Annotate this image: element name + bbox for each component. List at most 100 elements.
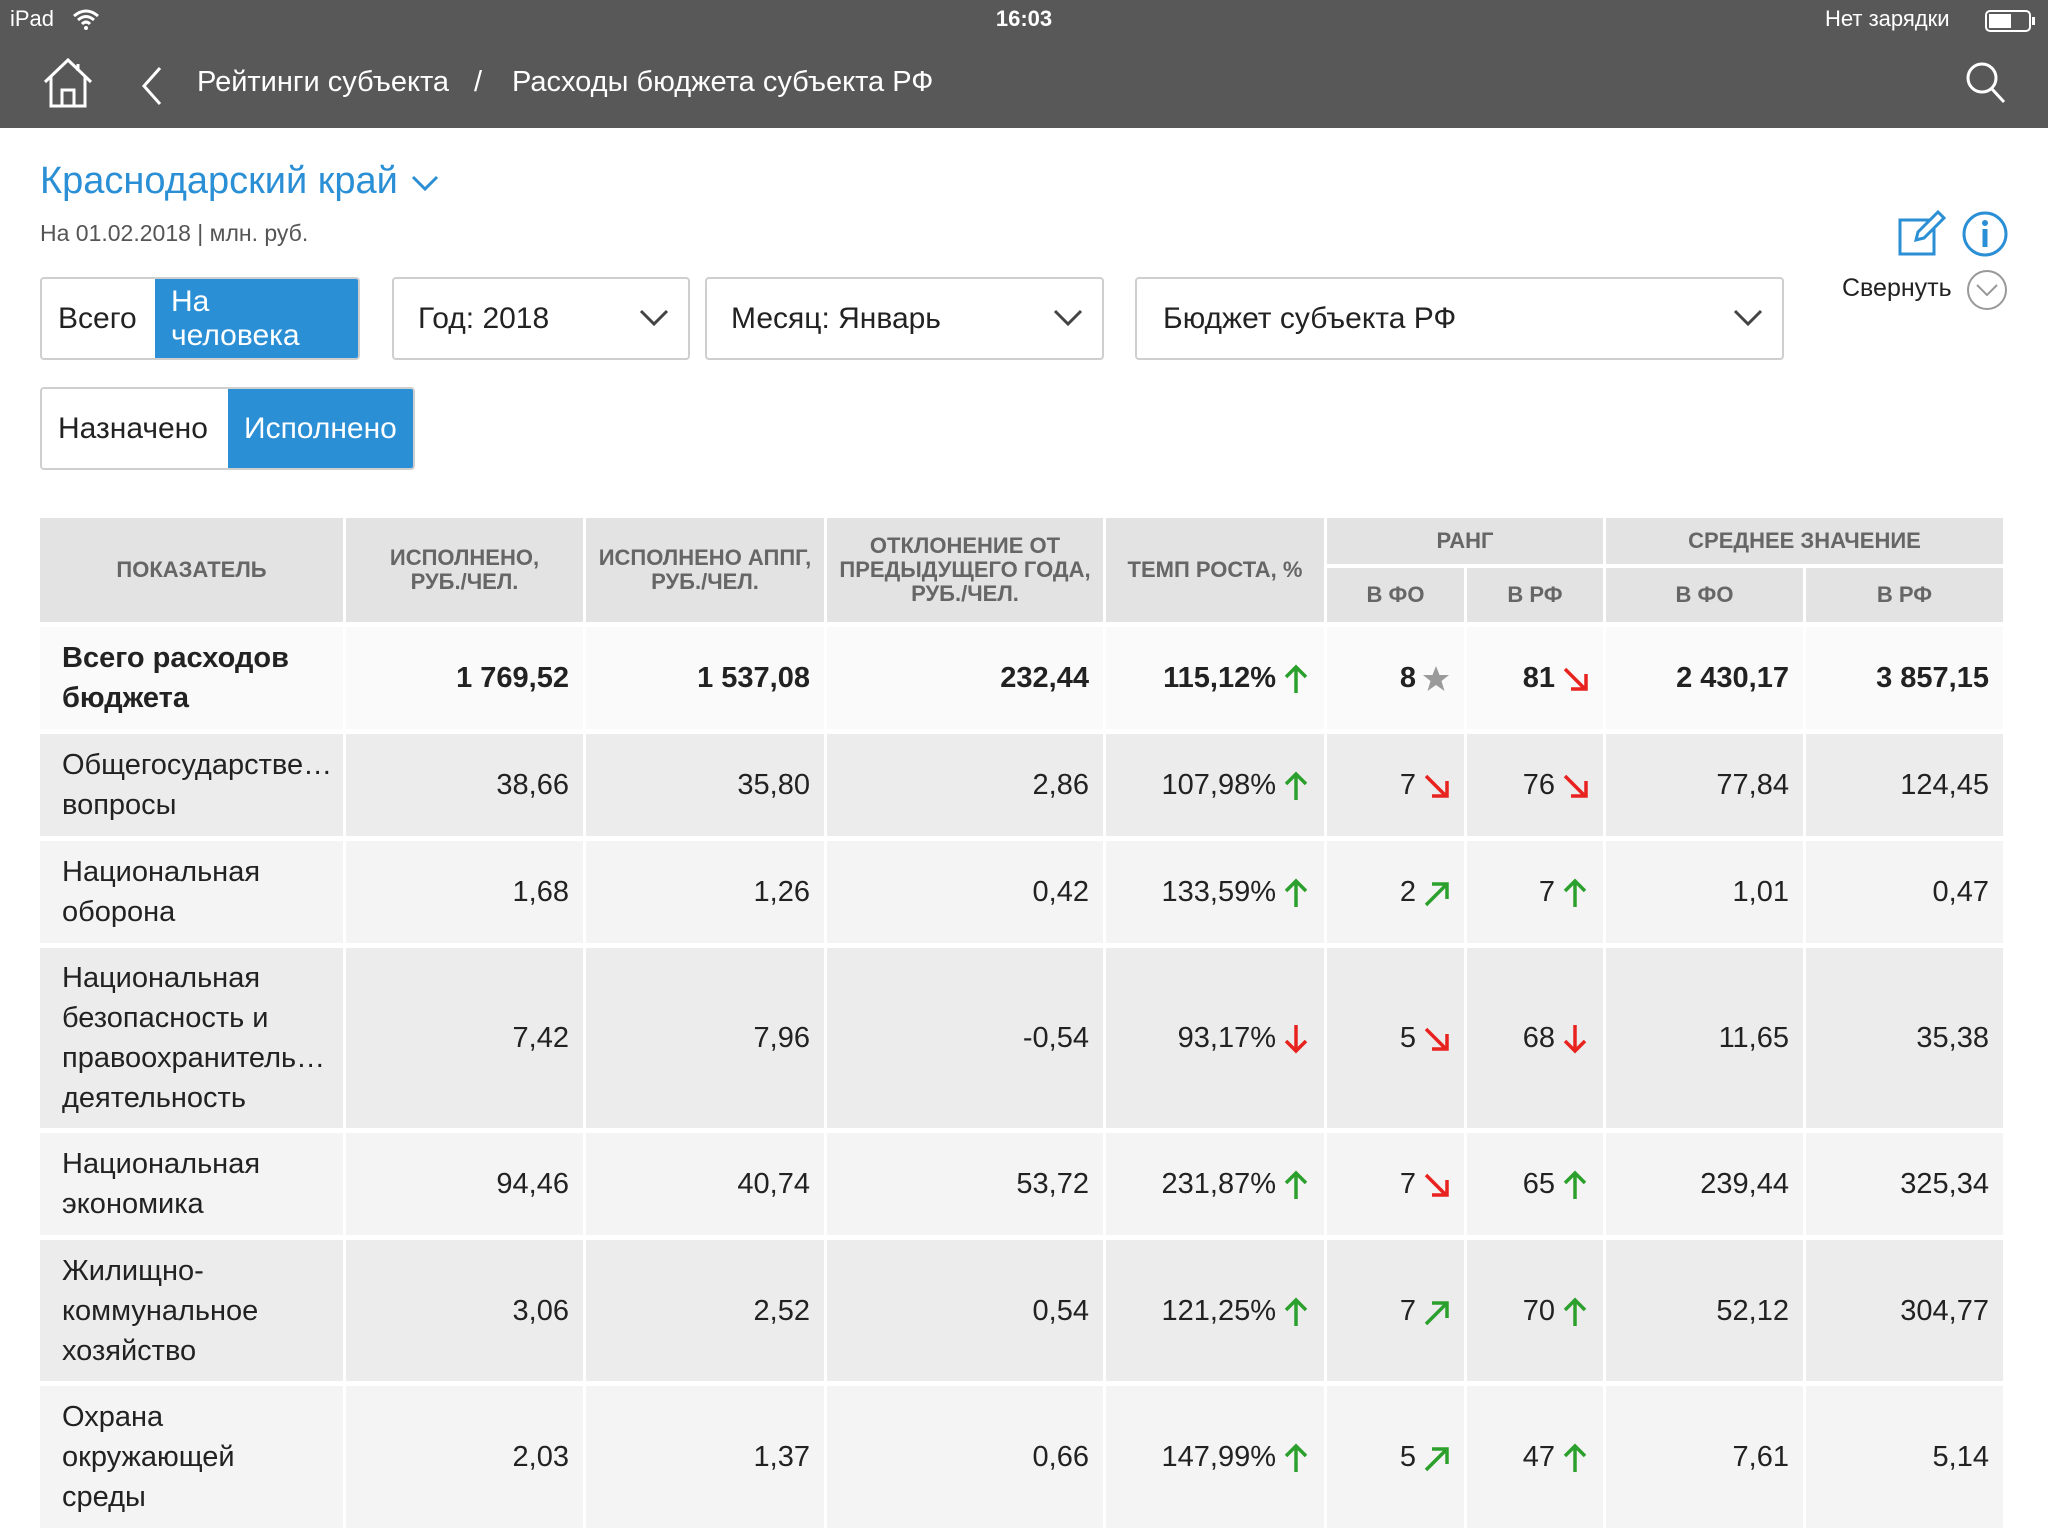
trend-arrow <box>1563 668 1588 692</box>
search-button[interactable] <box>1964 60 2008 108</box>
cell: 68 <box>1467 948 1606 1133</box>
row-label: Национальная оборона <box>40 841 346 948</box>
cell: 7 <box>1327 1133 1467 1240</box>
toggle-option[interactable]: Исполнено <box>228 389 413 468</box>
cell-text: 107,98% <box>1161 769 1277 801</box>
trend-arrow <box>1424 882 1449 907</box>
icon-shape <box>1423 666 1449 692</box>
cell: 115,12% <box>1106 627 1327 734</box>
status-bar: iPad 16:03 Нет зарядки <box>0 0 2048 40</box>
cell: 35,38 <box>1806 948 2006 1133</box>
cell-text: 1 769,52 <box>456 662 569 694</box>
toggle-option[interactable]: Всего <box>58 301 137 335</box>
icon-shape <box>1563 1025 1587 1054</box>
cell-text: 115,12% <box>1163 662 1276 694</box>
sub-header: В РФ <box>1806 567 2006 627</box>
cell: 7,61 <box>1606 1386 1806 1533</box>
cell-text: 7 <box>1399 769 1416 801</box>
dropdown[interactable]: Год: 2018 <box>392 277 690 360</box>
cell-text: 7,61 <box>1732 1441 1789 1473</box>
cell: 1 537,08 <box>586 627 827 734</box>
column-header: ОТКЛОНЕНИЕ ОТ ПРЕДЫДУЩЕГО ГОДА, РУБ./ЧЕЛ… <box>827 518 1106 627</box>
plan-toggle: Назначено Исполнено <box>40 387 415 470</box>
cell-text: 81 <box>1522 662 1555 694</box>
header-row: ПОКАЗАТЕЛЬ ИСПОЛНЕНО, РУБ./ЧЕЛ. ИСПОЛНЕНО … <box>40 518 2006 627</box>
cell: 1,26 <box>586 841 827 948</box>
cell-text: 3 857,15 <box>1876 662 1989 694</box>
subtitle: На 01.02.2018 | млн. руб. <box>40 220 309 246</box>
cell: 40,74 <box>586 1133 827 1240</box>
breadcrumb-separator: / <box>474 66 483 98</box>
cell-text: 5 <box>1399 1441 1416 1473</box>
nav-bar: Рейтинги субъекта / Расходы бюджета субъ… <box>0 40 2048 128</box>
cell-text: 2,52 <box>753 1294 810 1327</box>
cell: 38,66 <box>346 734 586 841</box>
toggle-option[interactable]: На человека <box>155 279 358 358</box>
cell: 7 <box>1327 1240 1467 1386</box>
trend-arrow <box>1563 878 1587 908</box>
cell-text: 1,68 <box>512 876 569 908</box>
region-selector[interactable]: Краснодарский край <box>40 160 440 203</box>
trend-arrow <box>1284 1025 1308 1054</box>
cell: 3 857,15 <box>1806 627 2006 734</box>
home-button[interactable] <box>42 56 94 110</box>
collapse-button[interactable] <box>1965 268 2009 312</box>
cell: 81 <box>1467 627 1606 734</box>
icon-shape <box>1424 1174 1449 1198</box>
battery-icon <box>1985 10 2035 32</box>
dropdown-label: Месяц: Январь <box>731 301 941 335</box>
cell: 5 <box>1327 948 1467 1133</box>
cell: 124,45 <box>1806 734 2006 841</box>
cell-text: Национальная экономика <box>62 1148 261 1220</box>
trend-arrow <box>1424 1301 1449 1326</box>
cell-text: 1,01 <box>1732 876 1789 908</box>
row-label: Всего расходов бюджета <box>40 627 346 734</box>
back-button[interactable] <box>140 66 164 106</box>
trend-arrow <box>1424 1447 1449 1472</box>
trend-arrow <box>1563 1025 1587 1054</box>
table-row: Общегосударстве… вопросы 38,66 35,80 2,86 10… <box>40 734 2006 841</box>
row-label: Жилищно- коммунальное хозяйство <box>40 1240 346 1386</box>
cell-text: 7 <box>1399 1168 1416 1200</box>
header-subrow: В ФО В РФ В ФО В РФ <box>40 567 2006 627</box>
cell-text: 93,17% <box>1177 1022 1276 1054</box>
edit-button[interactable] <box>1898 210 1946 258</box>
cell-text: 2,03 <box>512 1441 569 1473</box>
clock: 16:03 <box>995 6 1053 31</box>
cell-text: 7,42 <box>512 1022 569 1054</box>
cell-text: 8 <box>1399 662 1416 694</box>
cell-text: 124,45 <box>1900 769 1989 801</box>
icon-shape <box>1284 771 1308 801</box>
cell-text: 7 <box>1538 876 1555 908</box>
trend-arrow <box>1424 775 1449 799</box>
trend-arrow <box>1424 1028 1449 1052</box>
cell: 70 <box>1467 1240 1606 1386</box>
cell: 107,98% <box>1106 734 1327 841</box>
cell-text: 53,72 <box>1016 1168 1089 1200</box>
breadcrumb[interactable]: Рейтинги субъекта <box>197 66 450 98</box>
cell: 1,01 <box>1606 841 1806 948</box>
collapse-label[interactable]: Свернуть <box>1842 274 1952 302</box>
dropdown[interactable]: Месяц: Январь <box>705 277 1104 360</box>
cell: 133,59% <box>1106 841 1327 948</box>
cell: 121,25% <box>1106 1240 1327 1386</box>
table-row: Охрана окружающей среды 2,03 1,37 0,66 147,9… <box>40 1386 2006 1533</box>
cell: 65 <box>1467 1133 1606 1240</box>
cell-text: 47 <box>1522 1441 1555 1473</box>
table-row: Национальная экономика 94,46 40,74 53,72 231… <box>40 1133 2006 1240</box>
cell-text: Охрана окружающей среды <box>62 1401 235 1513</box>
icon-shape <box>1563 1443 1587 1473</box>
group-header: СРЕДНЕЕ ЗНАЧЕНИЕ <box>1606 518 2006 568</box>
cell: 2 <box>1327 841 1467 948</box>
dropdown[interactable]: Бюджет субъекта РФ <box>1135 277 1784 360</box>
trend-arrow <box>1284 1443 1308 1473</box>
row-label: Национальная экономика <box>40 1133 346 1240</box>
trend-arrow <box>1563 1297 1587 1326</box>
cell: 2,03 <box>346 1386 586 1533</box>
icon-shape <box>1563 668 1588 692</box>
info-button[interactable] <box>1961 210 2009 258</box>
cell: 147,99% <box>1106 1386 1327 1533</box>
cell-text: 232,44 <box>1000 662 1089 694</box>
cell: 7 <box>1467 841 1606 948</box>
toggle-option[interactable]: Назначено <box>58 411 208 445</box>
